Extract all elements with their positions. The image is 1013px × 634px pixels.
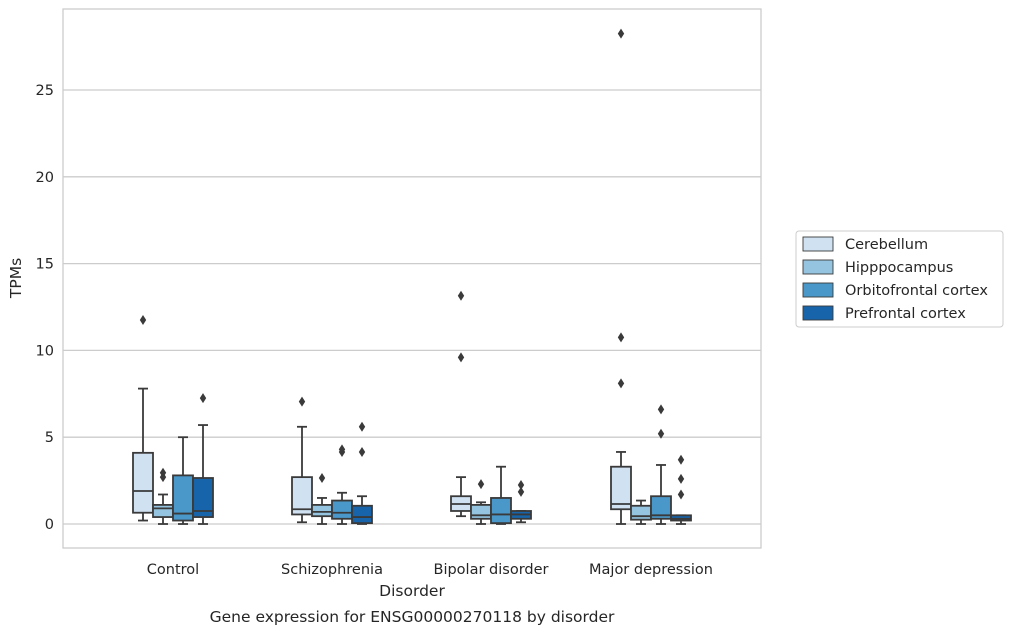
legend-frame <box>795 230 1004 328</box>
box-iqr <box>132 451 154 514</box>
outlier-marker <box>677 489 685 500</box>
box-iqr <box>610 465 632 511</box>
outlier-marker <box>657 428 665 439</box>
y-tick-label: 5 <box>45 430 54 446</box>
box-group <box>192 393 214 525</box>
box-layer <box>132 28 692 525</box>
legend-swatch <box>802 282 834 298</box>
legend-label: Orbitofrontal cortex <box>845 283 988 299</box>
box-group <box>291 396 313 524</box>
legend-label: Prefrontal cortex <box>845 306 966 322</box>
box-iqr <box>291 476 313 516</box>
outlier-marker <box>199 393 207 404</box>
y-axis-title: TPMs <box>7 258 25 299</box>
box-iqr <box>331 499 353 520</box>
x-tick-label: Schizophrenia <box>281 562 383 578</box>
chart-caption: Gene expression for ENSG00000270118 by d… <box>210 608 615 626</box>
legend: Cerebellum Hipppocampus Orbitofrontal cort… <box>795 230 1004 328</box>
legend-label: Hipppocampus <box>845 260 953 276</box>
box-iqr <box>630 504 652 521</box>
y-tick-label: 20 <box>36 170 54 186</box>
box-group <box>132 315 154 522</box>
outlier-marker <box>677 473 685 484</box>
box-group <box>650 404 672 525</box>
box-group <box>351 421 373 525</box>
box-group <box>670 454 692 525</box>
legend-swatch <box>802 236 834 252</box>
box-iqr <box>192 477 214 518</box>
tick-layer: 0 5 10 15 20 25 Control Schizophrenia Bipolar di… <box>36 83 713 578</box>
outlier-marker <box>318 472 326 483</box>
legend-label: Cerebellum <box>845 237 928 253</box>
x-tick-label: Major depression <box>589 562 713 578</box>
y-tick-label: 25 <box>36 83 54 99</box>
box-iqr <box>311 504 333 518</box>
outlier-marker <box>457 352 465 363</box>
outlier-marker <box>617 378 625 389</box>
outlier-marker <box>517 479 525 490</box>
box-group <box>610 28 632 525</box>
legend-swatch <box>802 305 834 321</box>
outlier-marker <box>477 479 485 490</box>
y-tick-label: 10 <box>36 343 54 359</box>
box-group <box>152 467 174 525</box>
plot-frame <box>62 8 762 549</box>
x-tick-label: Control <box>147 562 199 578</box>
outlier-marker <box>139 315 147 326</box>
box-iqr <box>152 504 174 518</box>
x-tick-label: Bipolar disorder <box>434 562 549 578</box>
outlier-marker <box>358 421 366 432</box>
outlier-marker <box>298 396 306 407</box>
outlier-marker <box>677 454 685 465</box>
x-axis-title: Disorder <box>379 582 445 600</box>
box-iqr <box>351 504 373 525</box>
outlier-marker <box>517 486 525 497</box>
outlier-marker <box>657 404 665 415</box>
box-group <box>450 290 472 518</box>
legend-swatch <box>802 259 834 275</box>
outlier-marker <box>617 332 625 343</box>
box-group <box>470 479 492 525</box>
y-tick-label: 0 <box>45 517 54 533</box>
box-group <box>630 499 652 525</box>
box-iqr <box>470 504 492 520</box>
y-tick-label: 15 <box>36 257 54 273</box>
box-group <box>510 479 532 524</box>
box-iqr <box>650 495 672 520</box>
outlier-marker <box>358 446 366 457</box>
box-iqr <box>490 497 512 525</box>
outlier-marker <box>159 467 167 478</box>
outlier-marker <box>617 28 625 39</box>
outlier-marker <box>338 444 346 455</box>
outlier-marker <box>457 290 465 301</box>
